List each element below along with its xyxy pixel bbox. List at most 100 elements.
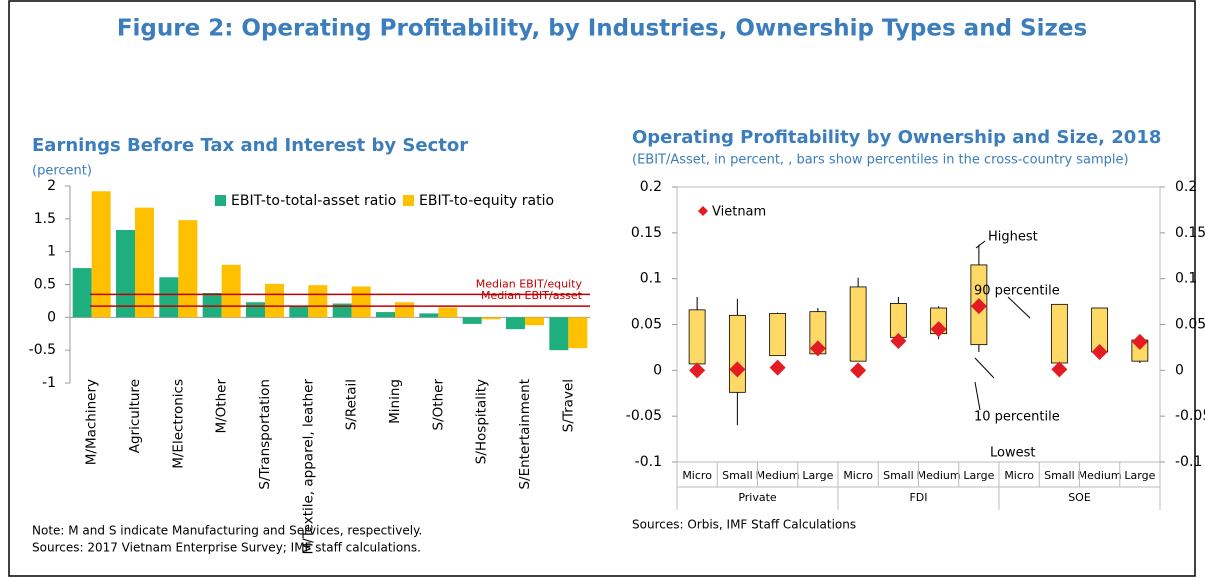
legend-swatch [215,195,226,206]
chart-subtitle: (percent) [32,164,92,179]
bar [159,277,179,318]
frame [8,0,1196,577]
x-tick-label: Small [1044,469,1075,482]
percentile-box [769,313,787,357]
y-tick-label: 0 [653,362,662,378]
bar [438,307,458,318]
bar [462,317,482,324]
bar [116,229,135,318]
x-tick-label: M/Machinery [84,379,100,465]
bar [202,293,222,318]
arrow [974,357,995,379]
y-tick-label: -0.1 [635,454,662,470]
x-tick-label: Large [963,469,994,482]
y2-tick-label: -0.1 [1175,454,1202,470]
bar [91,191,111,318]
x-tick-label: Micro [682,469,712,482]
x-tick-label: Agriculture [127,379,143,453]
reference-label: Median EBIT/asset [481,289,583,302]
bar [135,207,154,318]
chart-title: Operating Profitability by Ownership and… [632,127,1161,148]
group-label: SOE [1068,491,1091,504]
annotation-arrows [974,240,1031,411]
bar [525,317,544,326]
bar [289,306,309,318]
x-tick-label: M/Textile, apparel, leather [300,379,316,555]
y-tick-label: -1 [42,375,56,391]
vietnam-marker [1051,361,1068,378]
y2-tick-label: 0.1 [1175,271,1197,287]
chart-subtitle: (EBIT/Asset, in percent, , bars show per… [632,153,1129,168]
bar [265,283,284,318]
note: Note: M and S indicate Manufacturing and… [32,524,422,538]
percentile-box [688,309,706,365]
bar [246,302,265,318]
y2-tick-label: 0.05 [1175,317,1205,333]
y2-tick-label: 0.2 [1175,179,1197,195]
x-tick-label: Large [802,469,833,482]
y-tick-label: 0 [47,309,56,325]
x-tick-label: S/Travel [560,379,576,432]
vietnam-marker [850,362,867,379]
bar [568,317,588,349]
y-tick-label: 0.5 [34,277,56,293]
bar [221,264,241,318]
x-tick-label: Large [1124,469,1155,482]
vietnam-marker [970,298,987,315]
legend-label: EBIT-to-equity ratio [419,193,554,209]
vietnam-marker [809,340,826,357]
bar [419,313,439,318]
y-tick-label: 1 [47,244,56,260]
vietnam-marker [1131,333,1148,350]
vietnam-marker [729,361,746,378]
bar [395,302,414,318]
x-tick-label: S/Transportation [257,379,273,490]
plot-frame [676,186,1161,463]
bar [332,303,352,318]
legend-swatch [403,195,414,206]
legend-label: EBIT-to-total-asset ratio [231,193,396,209]
vietnam-marker [890,333,907,349]
x-tick-label: Small [722,469,753,482]
vietnam-marker [689,362,706,379]
x-tick-label: Medium [917,469,961,482]
x-tick-label: M/Electronics [170,379,186,469]
y-tick-label: 1.5 [34,211,56,227]
y-tick-label: 0.2 [640,179,662,195]
x-tick-label: Medium [1078,469,1122,482]
x-tick-label: Micro [843,469,873,482]
arrow [974,381,981,411]
x-tick-label: Medium [756,469,800,482]
x-tick-label: S/Entertainment [517,379,533,490]
figure-title: Figure 2: Operating Profitability, by In… [117,16,1087,42]
y2-tick-label: -0.05 [1175,408,1205,424]
vietnam-marker [769,359,786,376]
vietnam-marker [1091,344,1108,360]
x-tick-label: M/Other [214,379,230,434]
y-tick-label: 2 [47,178,56,194]
x-tick-label: Small [883,469,914,482]
reference-label: Median EBIT/equity [476,277,583,290]
source: Sources: Orbis, IMF Staff Calculations [632,518,856,532]
bar [351,286,371,318]
legend-marker [698,206,708,216]
bar [72,268,92,318]
bar [376,312,395,318]
bar [308,285,328,318]
annotation: Lowest [990,446,1035,461]
bar [178,220,198,318]
bar [506,317,525,330]
bar [549,317,569,351]
x-tick-label: Mining [387,379,403,424]
x-tick-label: S/Retail [344,379,360,430]
y-tick-label: 0.15 [631,225,662,241]
annotation: Highest [988,230,1038,245]
arrow [975,240,986,249]
x-tick-label: S/Hospitality [474,379,490,464]
chart-title: Earnings Before Tax and Interest by Sect… [32,135,468,156]
annotation: 90 percentile [974,284,1060,299]
arrow [1007,296,1031,319]
x-tick-label: S/Other [430,379,446,431]
group-label: Private [738,491,777,504]
